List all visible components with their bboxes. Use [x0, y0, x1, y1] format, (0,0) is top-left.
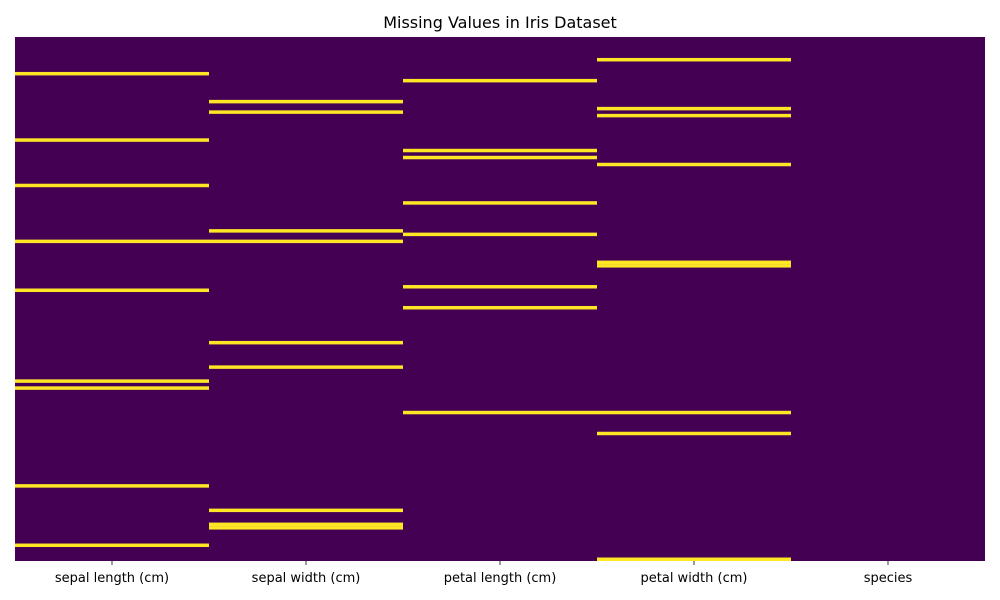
missing-cell	[15, 138, 209, 142]
missing-cell	[15, 543, 209, 548]
missing-cell	[209, 110, 403, 114]
missing-cell	[209, 365, 403, 369]
heatmap-cells	[15, 37, 985, 561]
missing-cell	[209, 99, 403, 104]
missing-cell	[597, 557, 791, 561]
x-tick-label: petal width (cm)	[641, 571, 748, 586]
missing-cell	[15, 386, 209, 390]
missing-cell	[15, 484, 209, 488]
missing-cell	[15, 183, 209, 188]
missing-cell	[597, 106, 791, 111]
missing-cell	[209, 522, 403, 527]
missing-cell	[403, 78, 597, 83]
missing-cell	[403, 155, 597, 160]
missing-cell	[597, 260, 791, 265]
missing-cell	[597, 57, 791, 62]
missing-cell	[403, 232, 597, 237]
missing-cell	[597, 264, 791, 268]
missing-cell	[209, 526, 403, 530]
x-tick-label: species	[864, 571, 913, 586]
missing-cell	[597, 431, 791, 436]
missing-cell	[15, 288, 209, 293]
missing-cell	[209, 239, 403, 244]
missing-cell	[403, 285, 597, 289]
x-tick-label: sepal width (cm)	[252, 571, 361, 586]
missing-cell	[15, 71, 209, 76]
missing-cell	[15, 239, 209, 244]
missing-cell	[403, 148, 597, 153]
missing-cell	[403, 305, 597, 310]
missing-cell	[597, 162, 791, 167]
x-axis-tick-labels: sepal length (cm) sepal width (cm) petal l…	[55, 561, 913, 586]
missing-cell	[209, 508, 403, 513]
chart-title: Missing Values in Iris Dataset	[383, 13, 617, 32]
missing-cell	[597, 410, 791, 415]
x-tick-label: petal length (cm)	[444, 571, 557, 586]
heatmap-background	[15, 37, 985, 561]
missing-cell	[403, 410, 597, 415]
missing-cell	[209, 229, 403, 233]
missing-cell	[403, 201, 597, 205]
missing-cell	[209, 340, 403, 345]
missing-cell	[15, 379, 209, 383]
missing-cell	[597, 113, 791, 118]
x-tick-label: sepal length (cm)	[55, 571, 169, 586]
